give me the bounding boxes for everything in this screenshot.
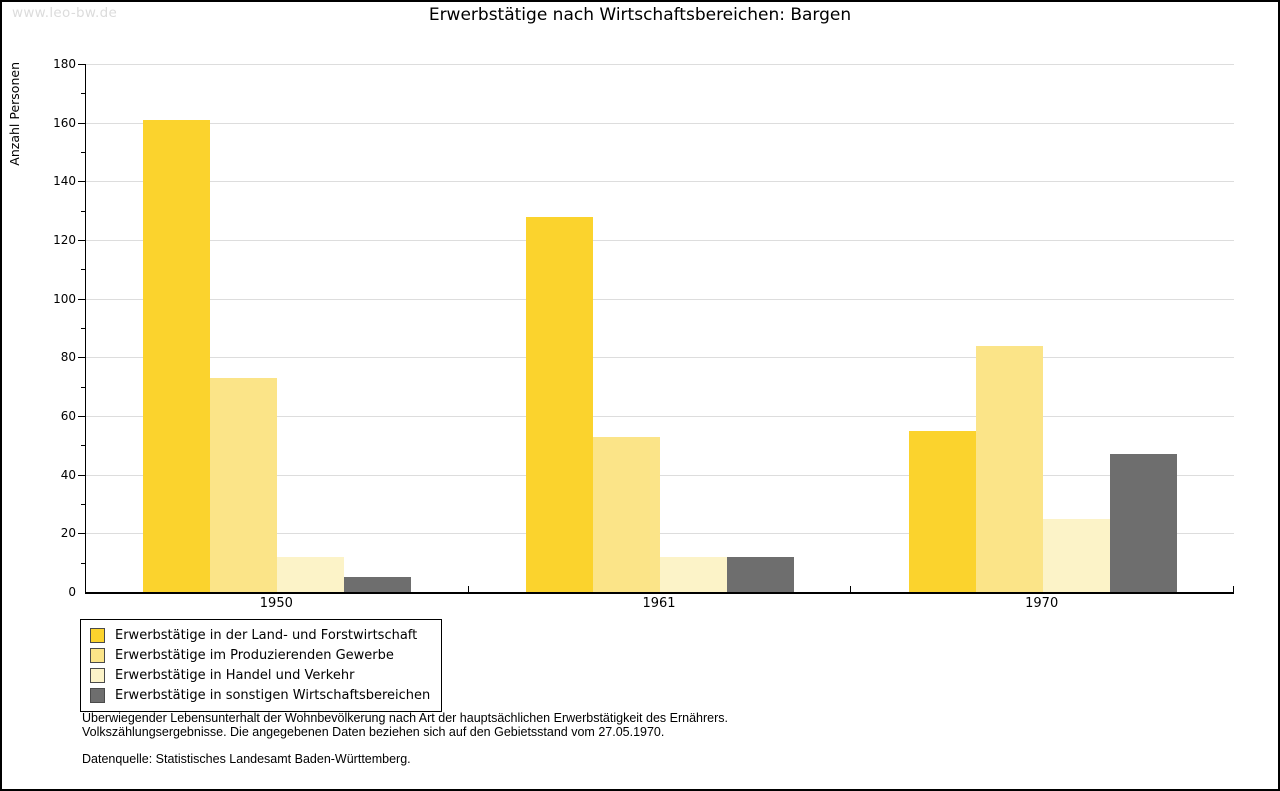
gridline [86, 122, 1234, 124]
legend-swatch [90, 648, 105, 663]
y-minor-tick [81, 328, 86, 329]
y-major-tick [78, 416, 86, 417]
bar [975, 345, 1043, 592]
x-axis-tick [1233, 586, 1234, 592]
plot-area: 0 20 40 60 80 100 120 140 160 180 [53, 57, 1234, 599]
y-tick-label: 20 [60, 526, 76, 541]
bar [660, 556, 727, 592]
y-major-tick [78, 357, 86, 359]
bar [344, 577, 412, 592]
legend-label: Erwerbstätige in sonstigen Wirtschaftsbe… [115, 688, 431, 703]
y-tick-label: 60 [60, 409, 76, 423]
bar [1042, 518, 1110, 592]
footnote-line-1: Überwiegender Lebensunterhalt der Wohnbe… [82, 711, 728, 725]
y-minor-tick [81, 562, 86, 564]
y-minor-tick [81, 504, 86, 505]
bar [1109, 454, 1177, 592]
y-tick-label: 140 [53, 174, 76, 189]
x-category-label: 1970 [1025, 596, 1059, 611]
y-tick-label: 40 [60, 467, 76, 482]
x-category-label: 1950 [259, 596, 293, 611]
gridline [86, 357, 1234, 359]
y-major-tick [78, 298, 86, 300]
legend-row: Erwerbstätige in Handel und Verkehr [90, 666, 430, 685]
data-source: Datenquelle: Statistisches Landesamt Bad… [82, 752, 411, 766]
y-major-tick [78, 181, 86, 183]
legend-row: Erwerbstätige im Produzierenden Gewerbe [90, 646, 430, 665]
watermark: www.leo-bw.de [12, 5, 118, 21]
y-minor-tick [81, 210, 86, 212]
y-tick-label: 0 [68, 585, 76, 599]
bar [143, 119, 211, 592]
bar-group-1961 [469, 64, 852, 592]
bar-group-1970 [851, 64, 1234, 592]
legend-swatch [90, 688, 105, 703]
y-tick-label: 80 [60, 350, 76, 365]
x-axis-labels: 1950 1961 1970 [85, 596, 1233, 611]
y-tick-label: 100 [53, 291, 76, 306]
y-minor-tick [81, 386, 86, 388]
bar-groups [86, 64, 1234, 592]
y-minor-tick [81, 152, 86, 153]
gridline [86, 240, 1234, 241]
y-major-tick [78, 122, 86, 124]
legend-swatch [90, 628, 105, 643]
chart-title: Erwerbstätige nach Wirtschaftsbereichen:… [428, 5, 852, 25]
legend-label: Erwerbstätige in Handel und Verkehr [115, 668, 355, 683]
y-minor-tick [81, 445, 86, 447]
legend-row: Erwerbstätige in sonstigen Wirtschaftsbe… [90, 686, 430, 705]
footnote-line-2: Volkszählungsergebnisse. Die angegebenen… [82, 724, 665, 739]
gridline [86, 181, 1234, 183]
y-tick-label: 180 [53, 57, 76, 71]
y-major-tick [78, 533, 86, 535]
bar [526, 216, 593, 592]
legend-swatch [90, 668, 105, 683]
y-axis-label: Anzahl Personen [7, 62, 22, 166]
legend-row: Erwerbstätige in der Land- und Forstwirt… [90, 626, 430, 645]
bar-group-1950 [86, 64, 469, 592]
y-major-tick [78, 64, 86, 65]
legend: Erwerbstätige in der Land- und Forstwirt… [80, 619, 443, 712]
legend-label: Erwerbstätige in der Land- und Forstwirt… [115, 628, 418, 643]
bar [593, 436, 660, 592]
bar [277, 556, 345, 592]
gridline [86, 416, 1234, 417]
y-tick-label: 120 [53, 233, 76, 247]
y-tick-label: 160 [53, 115, 76, 130]
gridline [86, 533, 1234, 535]
x-axis-tick [850, 586, 852, 592]
y-major-tick [78, 240, 86, 241]
gridline [86, 298, 1234, 300]
gridline [86, 474, 1234, 476]
x-axis-tick [467, 586, 469, 592]
bar [908, 430, 976, 592]
legend-label: Erwerbstätige im Produzierenden Gewerbe [115, 648, 394, 663]
footnote: Überwiegender Lebensunterhalt der Wohnbe… [82, 711, 728, 767]
x-category-label: 1961 [642, 596, 676, 611]
gridline [86, 64, 1234, 65]
y-minor-tick [81, 269, 86, 271]
bar [727, 556, 794, 592]
y-minor-tick [81, 93, 86, 95]
y-major-tick [78, 474, 86, 476]
bar [210, 377, 278, 592]
